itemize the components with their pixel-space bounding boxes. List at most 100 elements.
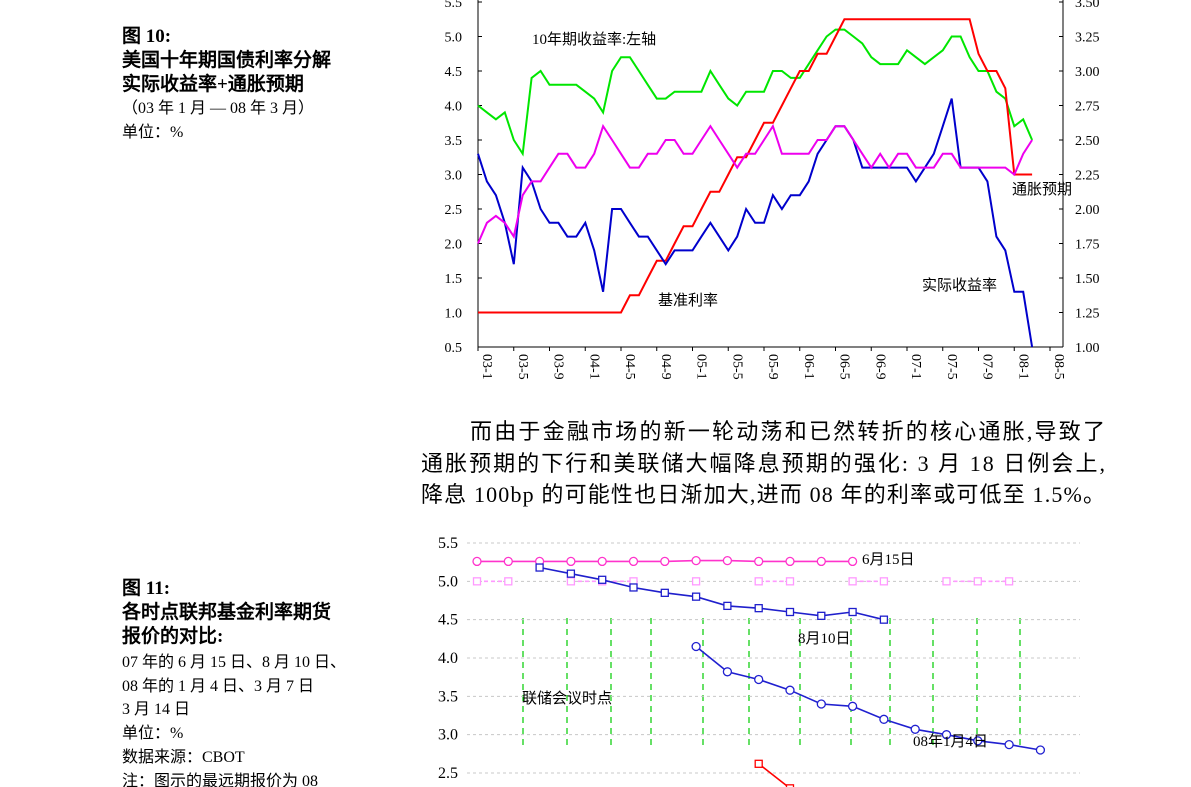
paragraph-line: 降息 100bp 的可能性也日渐加大,进而 08 年的利率或可低至 1.5%。: [421, 482, 1105, 507]
point: [910, 724, 920, 734]
x-tick-label: 03-1: [479, 354, 494, 380]
point: [566, 569, 576, 578]
y2-tick-label: 2.25: [1075, 169, 1100, 184]
point: [535, 563, 544, 572]
point: [1035, 745, 1046, 755]
y2-tick-label: 1.50: [1075, 272, 1100, 287]
y-tick-label: 5.0: [445, 31, 463, 46]
y-tick-label: 4.0: [445, 100, 463, 115]
figure-note: 数据来源：CBOT: [122, 748, 245, 766]
point: [973, 577, 982, 586]
y2-tick-label: 1.75: [1075, 238, 1100, 253]
point: [722, 555, 733, 566]
point: [598, 575, 607, 584]
figure-unit: 单位：%: [122, 123, 183, 141]
x-tick-label: 08-1: [1015, 354, 1030, 380]
x-tick-label: 05-5: [729, 354, 744, 380]
x-tick-label: 03-5: [515, 354, 530, 380]
point: [754, 759, 763, 768]
point: [848, 607, 857, 617]
y2-tick-label: 3.25: [1075, 31, 1100, 46]
figure-period: （03 年 1 月 — 08 年 3 月）: [122, 99, 314, 117]
point: [817, 611, 826, 620]
point: [566, 556, 576, 567]
point: [754, 556, 764, 567]
figure-title: 美国十年期国债利率分解: [122, 48, 331, 71]
point: [1004, 739, 1014, 750]
figure-title: 实际收益率+通胀预期: [122, 72, 304, 95]
point: [660, 588, 669, 597]
point: [785, 577, 795, 586]
y-tick-label: 3.0: [445, 169, 463, 184]
y-tick-label: 3.5: [445, 134, 463, 149]
y-tick-label: 5.0: [438, 573, 458, 590]
x-tick-label: 07-5: [944, 354, 959, 380]
series-label: 基准利率: [658, 292, 718, 309]
x-tick-label: 05-9: [765, 354, 780, 380]
x-tick-label: 08-5: [1051, 354, 1066, 380]
y-tick-label: 1.0: [445, 307, 463, 322]
x-tick-label: 03-9: [551, 354, 566, 380]
series-label: 10年期收益率:左轴: [532, 31, 656, 48]
point: [597, 556, 607, 567]
series-line: [478, 18, 1033, 314]
series-label: 实际收益率: [922, 277, 997, 294]
y2-tick-label: 3.00: [1075, 65, 1100, 80]
figure-note: 3 月 14 日: [122, 701, 190, 718]
y-tick-label: 2.0: [445, 238, 463, 253]
point: [847, 556, 858, 567]
series-line: [477, 123, 1033, 244]
figure-note: 08 年的 1 月 4 日、3 月 7 日: [122, 677, 314, 695]
figure-note: 单位：%: [122, 724, 183, 742]
figure-number: 图 11:: [122, 577, 170, 599]
y2-tick-label: 2.50: [1075, 134, 1100, 149]
point: [816, 699, 826, 709]
figure-title: 报价的对比:: [122, 624, 223, 647]
point: [503, 556, 513, 567]
y-tick-label: 5.5: [438, 535, 458, 552]
x-tick-label: 06-5: [837, 354, 852, 380]
point: [691, 641, 701, 652]
x-tick-label: 04-9: [658, 354, 673, 380]
y2-tick-label: 3.50: [1075, 0, 1100, 11]
y2-tick-label: 1.25: [1075, 307, 1100, 322]
point: [816, 556, 826, 567]
figure-number: 图 10:: [122, 25, 171, 47]
series-line: [477, 28, 1034, 157]
series-label: 通胀预期: [1012, 181, 1072, 198]
point: [754, 674, 764, 685]
series-line: [758, 763, 790, 787]
point: [1004, 577, 1014, 586]
point: [942, 577, 951, 586]
y-tick-label: 3.0: [438, 727, 458, 744]
series-line: [695, 645, 1041, 751]
point: [754, 577, 763, 586]
point: [691, 577, 701, 586]
y2-tick-label: 2.75: [1075, 100, 1100, 115]
y-tick-label: 0.5: [445, 341, 463, 356]
point: [973, 736, 983, 746]
point: [629, 583, 638, 592]
point: [785, 784, 795, 787]
series-line: [477, 98, 1034, 348]
figure-note: 注：图示的最远期报价为 08: [122, 772, 318, 787]
meeting-markers: [522, 618, 1021, 748]
point: [847, 701, 858, 711]
y-tick-label: 2.5: [445, 203, 463, 218]
point: [628, 556, 639, 567]
point: [691, 592, 701, 601]
point: [472, 577, 482, 586]
point: [941, 730, 952, 740]
annotation: 联储会议时点: [522, 690, 612, 707]
figure-note: 07 年的 6 月 15 日、8 月 10 日、: [122, 653, 346, 671]
point: [723, 601, 732, 611]
y-tick-label: 4.0: [438, 650, 458, 667]
point: [691, 555, 701, 566]
series-line: [539, 566, 885, 621]
x-tick-label: 07-1: [908, 354, 923, 380]
series-label: 08年1月4日: [913, 733, 988, 750]
point: [785, 607, 795, 617]
point: [785, 685, 795, 695]
point: [848, 577, 857, 586]
